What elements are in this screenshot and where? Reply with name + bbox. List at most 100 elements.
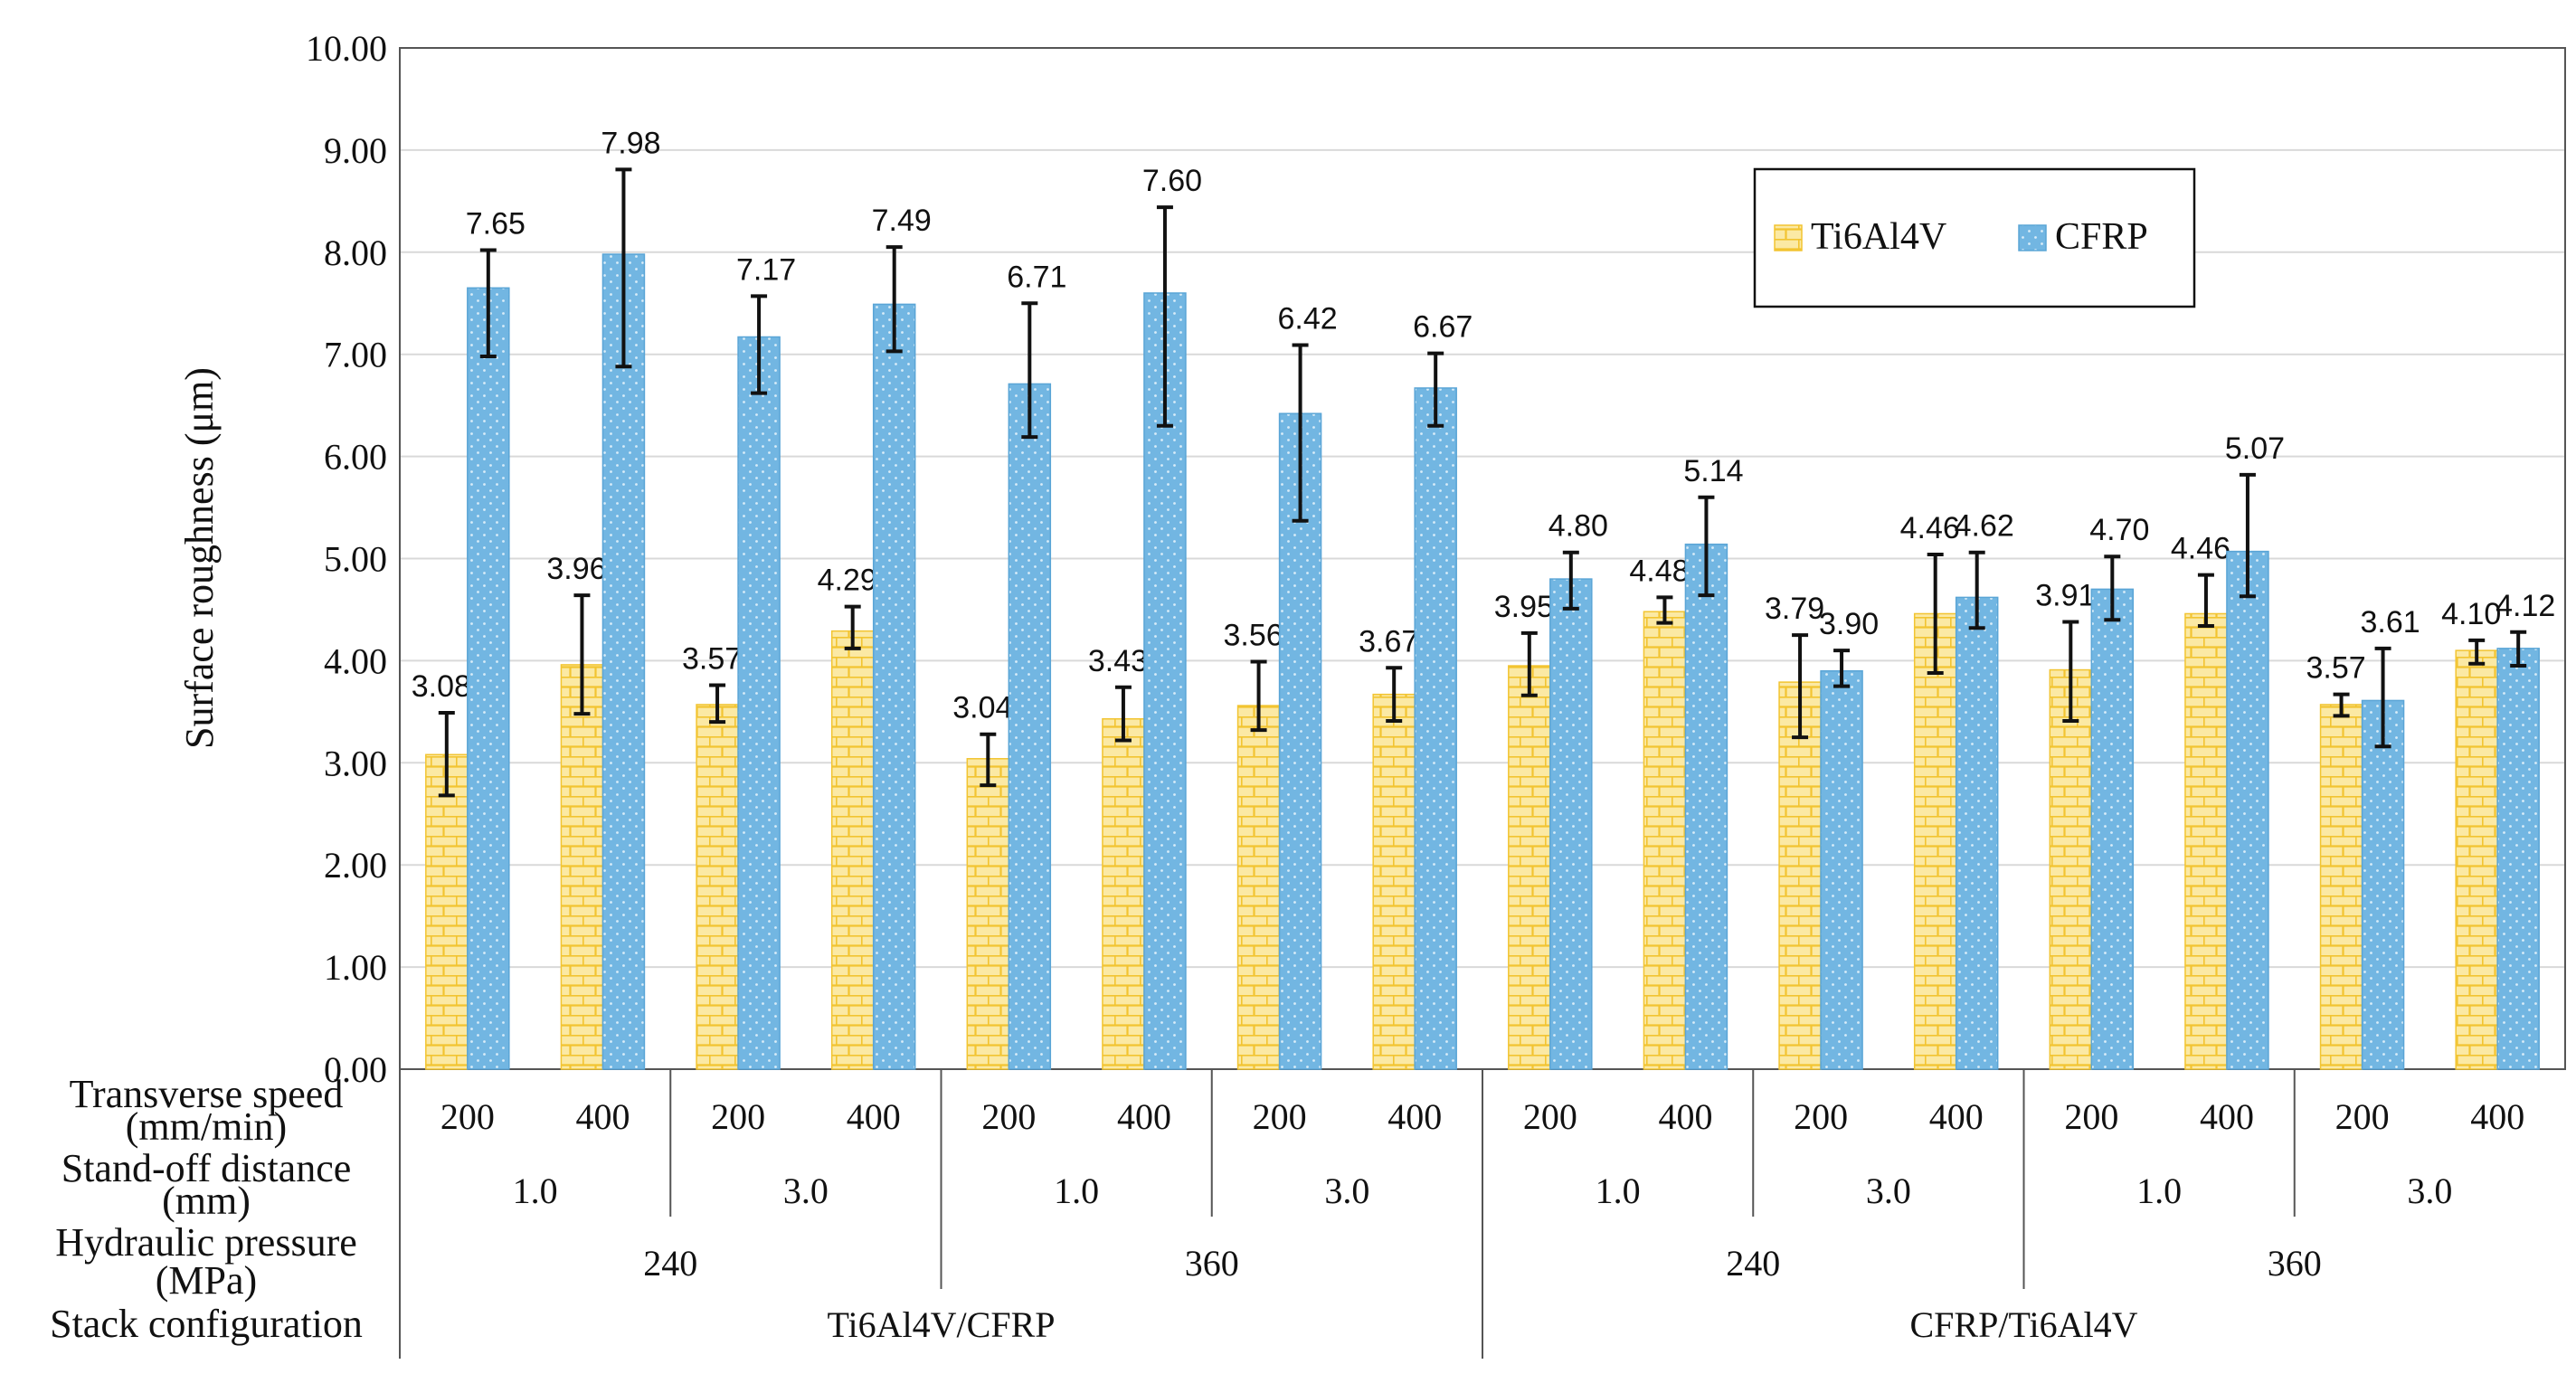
table-row-label: (MPa)	[156, 1258, 257, 1303]
data-label: 4.46	[2171, 532, 2230, 566]
table-row-label: (mm)	[162, 1179, 251, 1223]
y-tick-label: 5.00	[324, 539, 387, 580]
data-label: 3.91	[2035, 578, 2095, 612]
bar-ti6al4v	[830, 630, 875, 1070]
y-tick-label: 1.00	[324, 947, 387, 988]
data-label: 3.08	[412, 669, 471, 704]
bar-ti6al4v	[1508, 665, 1551, 1070]
y-tick-label: 10.00	[306, 28, 387, 69]
bar-cfrp	[1820, 669, 1863, 1070]
table-cell: 400	[2470, 1096, 2524, 1137]
data-label: 4.10	[2441, 597, 2501, 631]
data-label: 3.61	[2360, 605, 2420, 640]
table-cell: 400	[1387, 1096, 1442, 1137]
data-label: 4.46	[1900, 511, 1960, 545]
data-label: 3.96	[546, 552, 606, 586]
bar-cfrp	[1549, 578, 1593, 1070]
bar-ti6al4v	[1102, 718, 1145, 1070]
bar-ti6al4v	[1913, 612, 1957, 1070]
data-label: 4.48	[1629, 554, 1689, 588]
data-label: 6.42	[1277, 302, 1337, 336]
bar-cfrp	[2226, 550, 2269, 1070]
y-tick-label: 6.00	[324, 437, 387, 478]
bar-ti6al4v	[560, 664, 604, 1070]
table-cell: 1.0	[1596, 1170, 1641, 1211]
bar-ti6al4v	[1778, 681, 1822, 1070]
bar-cfrp	[1955, 596, 1999, 1070]
bar-ti6al4v	[1236, 705, 1281, 1070]
bar-ti6al4v	[2319, 704, 2363, 1070]
bar-ti6al4v	[2455, 649, 2498, 1070]
bar-cfrp	[1278, 412, 1322, 1070]
y-tick-label: 2.00	[324, 845, 387, 886]
y-tick-label: 4.00	[324, 640, 387, 681]
table-cell: 200	[711, 1096, 765, 1137]
data-label: 4.70	[2089, 513, 2149, 547]
table-cell: 200	[1523, 1096, 1577, 1137]
table-cell: 400	[1929, 1096, 1984, 1137]
legend-swatch-cfrp	[2018, 224, 2047, 251]
table-cell: 240	[643, 1243, 697, 1284]
bar-cfrp	[2090, 588, 2135, 1070]
data-label: 3.57	[682, 641, 742, 676]
y-tick-label: 7.00	[324, 335, 387, 375]
bar-ti6al4v	[1372, 693, 1416, 1070]
table-cell: 200	[981, 1096, 1036, 1137]
table-cell: 400	[847, 1096, 901, 1137]
data-label: 7.17	[736, 252, 796, 287]
data-label: 4.80	[1548, 509, 1608, 544]
data-label: 3.56	[1223, 619, 1283, 653]
data-label: 7.60	[1142, 164, 1202, 198]
table-cell: 3.0	[783, 1170, 829, 1211]
data-label: 3.95	[1494, 590, 1554, 624]
table-cell: 1.0	[1054, 1170, 1099, 1211]
bar-ti6al4v	[2049, 668, 2093, 1070]
table-cell: Ti6Al4V/CFRP	[828, 1304, 1056, 1345]
table-cell: 200	[2335, 1096, 2390, 1137]
y-tick-label: 3.00	[324, 743, 387, 783]
data-label: 5.07	[2225, 431, 2285, 466]
legend-label-cfrp: CFRP	[2055, 216, 2148, 258]
bar-ti6al4v	[1643, 611, 1687, 1070]
data-label: 4.29	[818, 564, 877, 598]
bar-cfrp	[467, 287, 510, 1070]
data-label: 7.65	[466, 207, 526, 242]
table-cell: CFRP/Ti6Al4V	[1910, 1304, 2138, 1345]
bar-ti6al4v	[966, 758, 1010, 1070]
table-cell: 200	[2064, 1096, 2118, 1137]
table-cell: 1.0	[513, 1170, 558, 1211]
table-cell: 360	[1185, 1243, 1239, 1284]
table-cell: 3.0	[1324, 1170, 1369, 1211]
table-cell: 240	[1726, 1243, 1780, 1284]
y-axis-title: Surface roughness (μm)	[177, 367, 222, 749]
table-row-label: Stack configuration	[50, 1302, 363, 1346]
data-label: 5.14	[1683, 454, 1743, 488]
table-row-label: Hydraulic pressure	[55, 1220, 357, 1265]
data-label: 7.49	[872, 204, 932, 238]
y-tick-label: 0.00	[324, 1049, 387, 1090]
bar-cfrp	[2361, 699, 2405, 1070]
legend-box	[1753, 167, 2196, 308]
table-cell: 360	[2268, 1243, 2322, 1284]
bar-ti6al4v	[2184, 612, 2228, 1070]
data-label: 7.98	[601, 126, 660, 160]
y-tick-label: 8.00	[324, 232, 387, 273]
table-cell: 3.0	[1866, 1170, 1911, 1211]
table-cell: 200	[1253, 1096, 1307, 1137]
table-cell: 200	[440, 1096, 495, 1137]
bar-cfrp	[1008, 383, 1052, 1070]
bar-ti6al4v	[696, 704, 739, 1070]
data-label: 3.79	[1765, 592, 1824, 626]
table-cell: 3.0	[2407, 1170, 2452, 1211]
table-cell: 400	[2200, 1096, 2254, 1137]
data-label: 3.57	[2306, 651, 2365, 686]
data-label: 6.71	[1007, 260, 1066, 294]
table-row-label: (mm/min)	[126, 1104, 287, 1149]
data-label: 3.90	[1819, 607, 1879, 641]
table-cell: 400	[1117, 1096, 1171, 1137]
bar-cfrp	[2496, 648, 2540, 1070]
bar-cfrp	[872, 303, 916, 1070]
table-row-label: Stand-off distance	[62, 1146, 352, 1190]
